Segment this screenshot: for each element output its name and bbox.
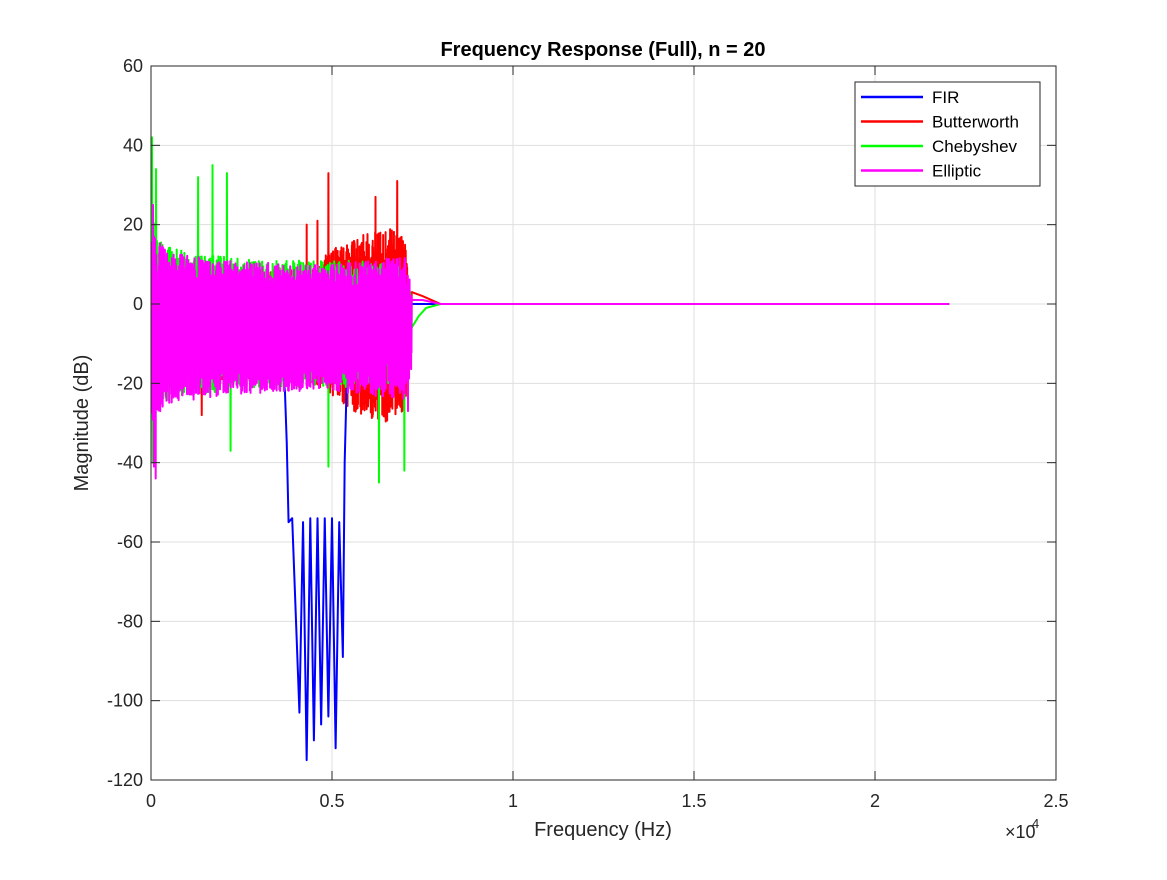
plot-box (150, 65, 1057, 781)
y-axis-label: Magnitude (dB) (71, 355, 93, 492)
legend-label: Chebyshev (932, 137, 1018, 156)
x-tick-label: 2.5 (1043, 791, 1068, 811)
x-exponent-power: 4 (1032, 816, 1039, 831)
y-tick-label: -80 (117, 611, 143, 631)
y-tick-label: -100 (107, 691, 143, 711)
legend-box (854, 81, 1041, 187)
chart-title: Frequency Response (Full), n = 20 (440, 39, 765, 61)
x-tick-label: 0.5 (319, 791, 344, 811)
x-tick-label: 0 (146, 791, 156, 811)
y-tick-label: -120 (107, 770, 143, 790)
x-tick-label: 1.5 (681, 791, 706, 811)
x-tick-label: 1 (508, 791, 518, 811)
x-exponent-base: ×10 (1005, 822, 1036, 842)
y-tick-label: 60 (123, 56, 143, 76)
x-axis-label: Frequency (Hz) (534, 819, 672, 841)
legend[interactable]: FIR Butterworth Chebyshev Elliptic (854, 81, 1041, 187)
y-tick-label: 0 (133, 294, 143, 314)
y-tick-label: 20 (123, 215, 143, 235)
legend-label: FIR (932, 88, 959, 107)
legend-label: Elliptic (932, 162, 982, 181)
legend-entry-elliptic[interactable]: Elliptic (861, 162, 982, 181)
legend-entry-butterworth[interactable]: Butterworth (861, 113, 1019, 132)
y-tick-label: -20 (117, 373, 143, 393)
y-tick-label: -60 (117, 532, 143, 552)
legend-label: Butterworth (932, 113, 1019, 132)
y-tick-label: 40 (123, 135, 143, 155)
x-tick-label: 2 (870, 791, 880, 811)
y-tick-label: -40 (117, 453, 143, 473)
legend-entry-chebyshev[interactable]: Chebyshev (861, 137, 1018, 156)
series-layer (151, 136, 950, 762)
series-line-elliptic (151, 203, 950, 480)
axis-ticks: 0 0.5 1 1.5 2 2.5 -120 -100 -80 -60 -40 -20 0 20 40 60 (107, 56, 1069, 811)
x-axis-exponent: ×10 4 (1005, 816, 1039, 842)
legend-entry-fir[interactable]: FIR (861, 88, 959, 107)
